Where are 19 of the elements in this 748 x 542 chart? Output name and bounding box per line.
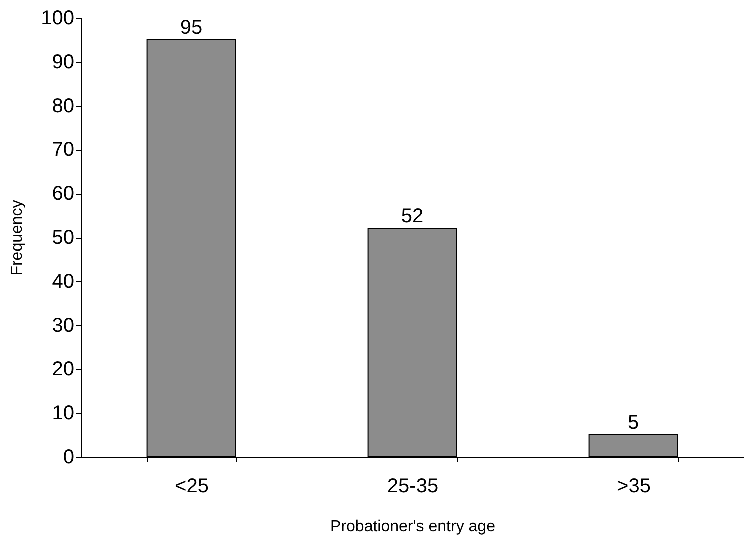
- y-tick-label: 10: [52, 402, 74, 425]
- x-axis-title: Probationer's entry age: [330, 518, 496, 536]
- y-tick-label: 70: [52, 139, 74, 162]
- x-tick-label: >35: [617, 476, 651, 498]
- y-tick-label: 80: [52, 95, 74, 118]
- y-tick-label: 50: [52, 227, 74, 249]
- y-tick-label: 0: [63, 446, 74, 468]
- y-tick-label: 30: [52, 314, 74, 337]
- x-tick-label: 25-35: [387, 476, 439, 498]
- data-label: 52: [401, 206, 424, 228]
- x-tick-label: <25: [175, 476, 209, 498]
- y-tick-label: 90: [52, 51, 74, 74]
- data-label: 95: [180, 16, 203, 39]
- data-label: 5: [628, 412, 640, 434]
- y-axis-title: Frequency: [9, 200, 26, 276]
- y-tick-label: 40: [52, 270, 74, 293]
- y-tick-label: 100: [41, 8, 74, 30]
- y-tick-label: 60: [52, 183, 74, 206]
- y-tick-label: 20: [52, 358, 74, 381]
